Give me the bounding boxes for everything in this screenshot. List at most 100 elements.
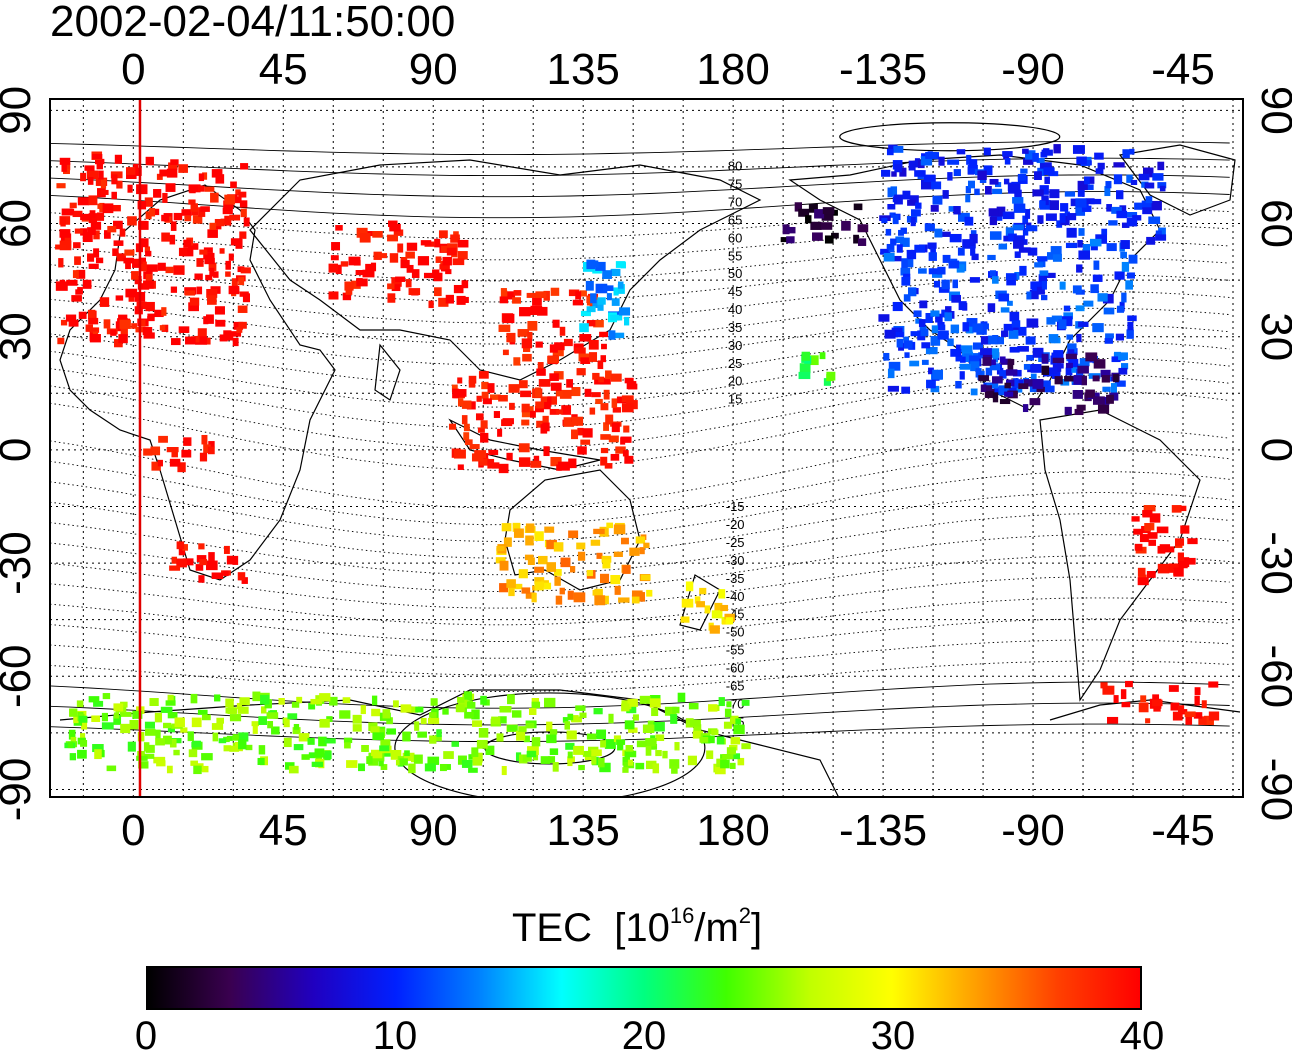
tec-cell [183, 558, 194, 566]
tec-region-europe [55, 151, 251, 348]
tec-cell [155, 729, 161, 739]
tec-cell [525, 592, 536, 599]
tec-cell [283, 717, 290, 728]
tec-cell [1018, 326, 1027, 336]
tec-cell [161, 214, 170, 222]
tec-cell [967, 180, 976, 189]
tec-cell [428, 717, 440, 724]
tec-cell [131, 271, 139, 280]
tec-cell [509, 402, 515, 410]
tec-cell [1014, 189, 1022, 200]
tec-cell [649, 698, 661, 708]
colorbar-tick-label: 10 [372, 1014, 418, 1058]
tec-cell [445, 269, 452, 275]
tec-cell [518, 443, 530, 453]
tec-cell [145, 274, 153, 281]
tec-cell [537, 306, 548, 316]
magnetic-latitude-label: 20 [728, 374, 742, 389]
tec-cell [553, 568, 562, 576]
tec-cell [160, 706, 173, 713]
tec-cell [1023, 379, 1035, 387]
tec-cell [549, 344, 558, 353]
tec-cell [970, 388, 978, 396]
tec-cell [934, 228, 943, 238]
tec-cell [1068, 358, 1079, 368]
tec-cell [907, 199, 916, 206]
tec-cell [118, 314, 128, 322]
tec-cell [197, 328, 207, 337]
tec-region-west-africa [143, 434, 215, 473]
tec-cell [434, 238, 441, 248]
tec-cell [436, 729, 442, 737]
tec-cell [664, 706, 677, 716]
tec-cell [915, 318, 922, 324]
tec-cell [174, 717, 185, 728]
tec-cell [977, 323, 989, 330]
tec-cell [214, 306, 225, 315]
tec-cell [1026, 291, 1032, 300]
tec-region-new-zealand [680, 581, 735, 634]
tec-cell [1143, 505, 1156, 512]
tec-cell [1004, 382, 1011, 389]
tec-cell [930, 310, 940, 317]
tec-cell [995, 336, 1004, 345]
tec-cell [568, 458, 577, 469]
tec-cell [892, 301, 903, 312]
tec-cell [824, 235, 834, 244]
tec-cell [1142, 510, 1152, 518]
tec-cell [1004, 157, 1011, 165]
tec-cell [501, 290, 508, 301]
tec-cell [958, 212, 970, 222]
tec-cell [165, 183, 176, 192]
tec-cell [1039, 200, 1046, 209]
tec-cell [1100, 369, 1111, 378]
tec-cell [1025, 150, 1036, 160]
tec-cell [225, 260, 231, 270]
tec-cell [463, 423, 470, 432]
tec-cell [136, 301, 147, 310]
tec-cell [614, 585, 621, 595]
tec-cell [1047, 367, 1058, 374]
tec-cell [624, 720, 635, 730]
tec-cell [801, 351, 810, 361]
tec-cell [445, 294, 454, 304]
tec-cell [966, 318, 978, 328]
tec-cell [1044, 176, 1050, 184]
tec-cell [110, 329, 117, 336]
tec-cell [639, 547, 645, 555]
tec-cell [625, 745, 633, 752]
tec-cell [88, 696, 100, 703]
tec-cell [223, 545, 230, 554]
tec-cell [71, 295, 82, 302]
tec-cell [513, 357, 521, 366]
tec-cell [151, 461, 161, 471]
tec-cell [937, 266, 946, 275]
tec-cell [944, 312, 953, 322]
tec-cell [1115, 333, 1125, 341]
bottom-lon-tick-label: -90 [1001, 806, 1065, 855]
tec-cell [1178, 560, 1188, 569]
tec-cell [1036, 286, 1045, 295]
tec-cell [530, 305, 543, 316]
tec-cell [86, 170, 99, 180]
tec-cell [143, 753, 155, 759]
tec-cell [1113, 695, 1119, 703]
tec-cell [138, 220, 149, 230]
tec-cell [111, 191, 117, 200]
tec-cell [966, 326, 974, 334]
tec-cell [992, 276, 999, 284]
tec-cell [226, 735, 233, 741]
tec-cell [442, 256, 452, 266]
tec-cell [1071, 363, 1083, 373]
tec-cell [559, 389, 572, 399]
tec-cell [390, 749, 402, 760]
tec-cell [538, 555, 548, 565]
tec-cell [187, 243, 199, 250]
tec-cell [287, 713, 298, 720]
tec-cell [211, 723, 224, 730]
tec-cell [173, 749, 180, 756]
tec-cell [1009, 311, 1020, 322]
tec-cell [622, 767, 629, 773]
tec-cell [967, 164, 978, 175]
